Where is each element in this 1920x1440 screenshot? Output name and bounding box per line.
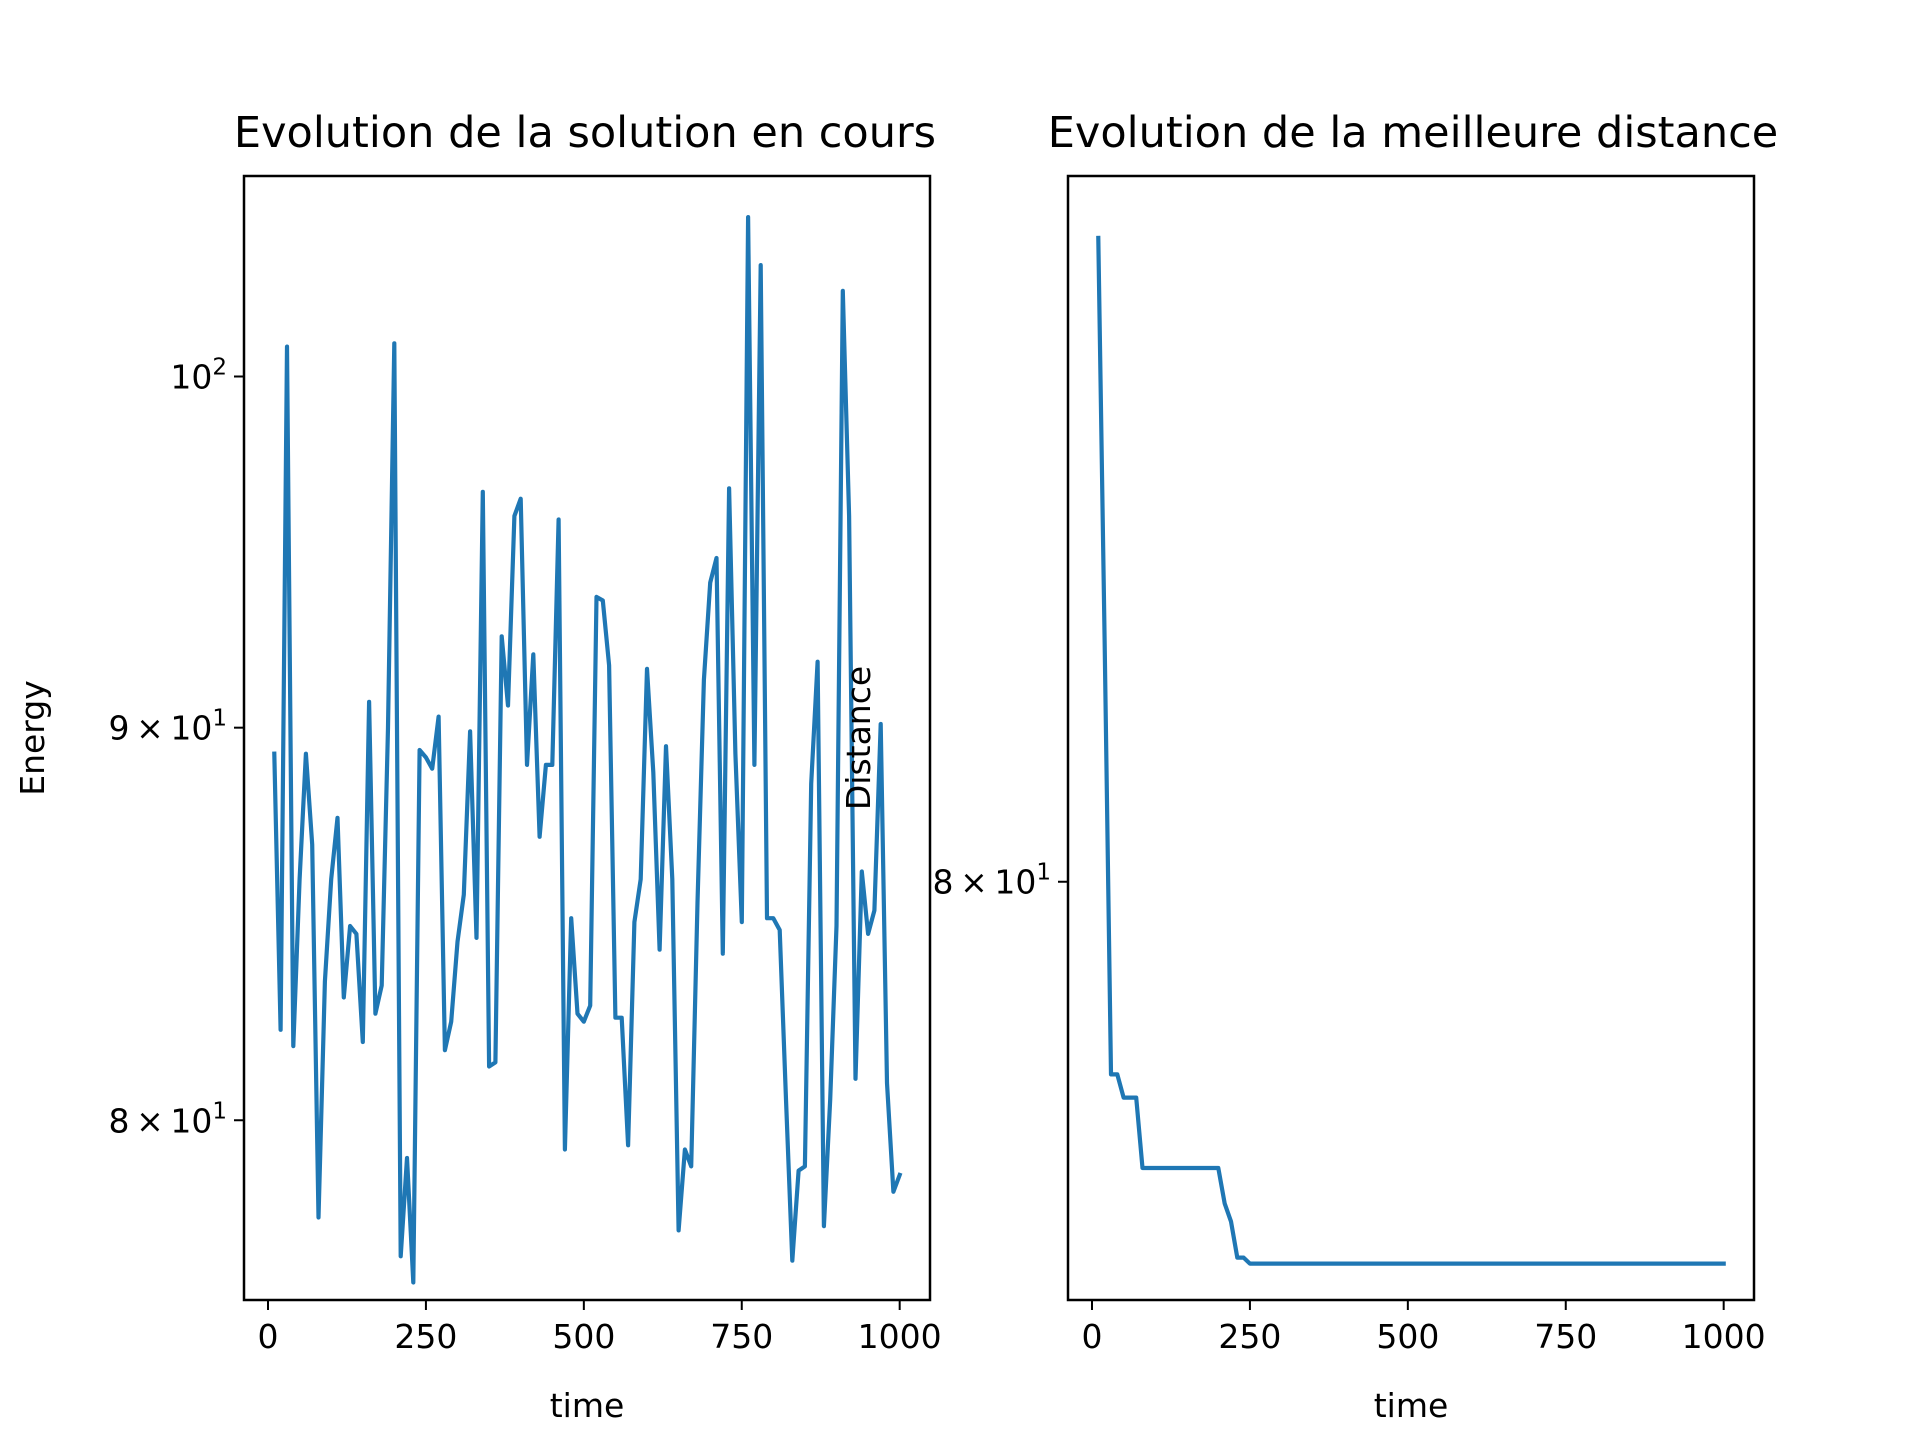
distance-x-tick-label: 750 — [1534, 1317, 1597, 1356]
energy-chart-title: Evolution de la solution en cours — [234, 108, 936, 158]
distance-x-tick-label: 1000 — [1682, 1317, 1766, 1356]
distance-x-axis-label: time — [1374, 1386, 1449, 1425]
distance-y-tick-label: 8 × 101 — [933, 860, 1051, 902]
distance-axes-frame — [1066, 174, 1756, 1302]
energy-panel: Evolution de la solution en cours 8 × 10… — [13, 108, 942, 1425]
distance-x-tick-label: 250 — [1218, 1317, 1281, 1356]
distance-y-ticks: 8 × 101 — [933, 860, 1068, 902]
distance-panel: Evolution de la meilleure distance 8 × 1… — [839, 108, 1778, 1425]
distance-x-ticks: 0 250 500 750 1000 — [1082, 1300, 1766, 1356]
energy-line — [272, 215, 903, 1285]
energy-x-ticks: 0 250 500 750 1000 — [258, 1300, 942, 1356]
distance-y-axis-label: Distance — [839, 666, 878, 810]
energy-x-tick-label: 1000 — [858, 1317, 942, 1356]
energy-y-tick-label: 9 × 101 — [109, 706, 227, 748]
energy-x-tick-label: 250 — [394, 1317, 457, 1356]
energy-x-tick-label: 750 — [710, 1317, 773, 1356]
distance-x-tick-label: 500 — [1376, 1317, 1439, 1356]
energy-x-axis-label: time — [550, 1386, 625, 1425]
distance-line — [1096, 235, 1726, 1266]
energy-y-tick-label: 8 × 101 — [109, 1098, 227, 1140]
energy-y-axis-label: Energy — [13, 680, 52, 796]
energy-x-tick-label: 0 — [258, 1317, 279, 1356]
energy-x-tick-label: 500 — [552, 1317, 615, 1356]
energy-axes-frame — [242, 174, 932, 1302]
distance-x-tick-label: 0 — [1082, 1317, 1103, 1356]
distance-chart-title: Evolution de la meilleure distance — [1048, 108, 1779, 158]
